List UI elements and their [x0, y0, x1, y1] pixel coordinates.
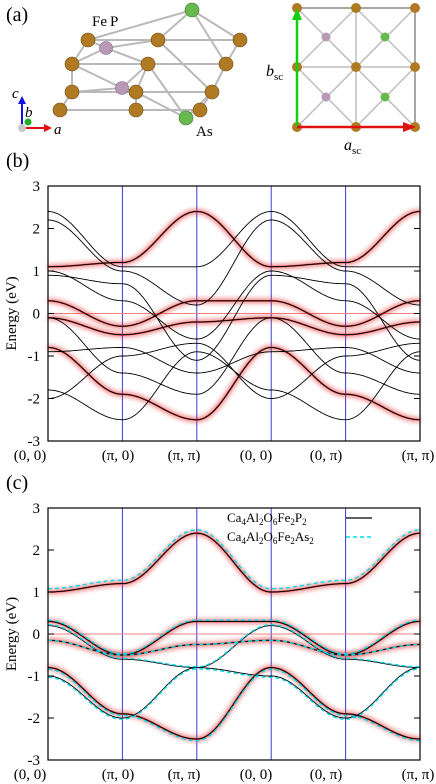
band-line — [48, 342, 420, 399]
y-tick-label: 2 — [33, 543, 41, 559]
fe-atom — [410, 62, 420, 72]
y-tick-label: 0 — [33, 307, 41, 323]
y-tick-label: 0 — [33, 627, 41, 643]
band-line — [48, 317, 420, 336]
axis-triad: c b a — [12, 86, 62, 138]
fe-atom — [232, 32, 248, 48]
y-tick-label: 3 — [33, 179, 41, 195]
fe-atom — [140, 56, 156, 72]
crystal-atoms — [52, 2, 248, 126]
y-axis-label: Energy (eV) — [4, 276, 20, 350]
axis-a-label: a — [54, 122, 62, 138]
legend-entry-as2: Ca4Al2O6Fe2As2 — [227, 529, 314, 546]
y-tick-label: -3 — [28, 434, 41, 450]
fe-atom — [128, 102, 144, 118]
p-atom — [321, 92, 331, 102]
x-tick-label: (0, π) — [310, 767, 343, 783]
panel-label-c: (c) — [6, 472, 29, 494]
a-sc-label: asc — [344, 137, 361, 157]
band-line — [48, 211, 420, 268]
x-tick-label: (π, π) — [402, 767, 435, 783]
band-line — [48, 270, 420, 340]
supercell: bsc asc — [266, 3, 420, 157]
p-atom — [321, 32, 331, 42]
fe-atom — [410, 3, 420, 13]
fe-atom — [80, 32, 96, 48]
y-tick-label: 2 — [33, 222, 41, 238]
x-tick-label: (0, 0) — [240, 767, 273, 783]
panel-label-b: (b) — [6, 150, 30, 172]
panel-label-a: (a) — [6, 4, 29, 26]
x-tick-label: (0, 0) — [240, 448, 273, 464]
y-tick-label: 3 — [33, 501, 41, 517]
band-line — [48, 667, 420, 719]
y-tick-label: -1 — [28, 669, 41, 685]
atom-label-p: P — [110, 14, 118, 30]
x-tick-label: (0, π) — [310, 448, 343, 464]
band-line-as2 — [48, 624, 420, 668]
band-line — [48, 620, 420, 656]
band-line — [48, 317, 421, 395]
as-atom — [380, 32, 390, 42]
x-tick-label: (0, 0) — [14, 448, 47, 464]
x-tick-label: (0, 0) — [14, 767, 47, 783]
fe-atom — [150, 32, 166, 48]
band-line — [48, 347, 421, 421]
b-sc-label: bsc — [266, 63, 283, 83]
x-tick-label: (π, π) — [168, 767, 201, 783]
y-tick-label: 1 — [33, 264, 41, 280]
y-tick-label: -3 — [28, 753, 41, 769]
legend-entry-p2: Ca4Al2O6Fe2P2 — [227, 510, 307, 527]
x-tick-label: (π, π) — [168, 448, 201, 464]
band-line — [47, 347, 420, 374]
x-tick-label: (π, 0) — [102, 448, 135, 464]
fe-atom — [351, 3, 361, 13]
y-tick-label: -1 — [28, 349, 41, 365]
y-tick-label: 1 — [33, 585, 41, 601]
band-line-as2 — [48, 639, 420, 656]
band-line — [48, 300, 420, 327]
band-line-as2 — [48, 529, 421, 590]
axis-b-label: b — [25, 105, 33, 121]
axis-c-label: c — [12, 86, 19, 102]
p-atom — [99, 41, 113, 55]
fe-atom — [351, 62, 361, 72]
atom-label-as: As — [196, 124, 213, 140]
band-line-as2 — [48, 668, 420, 721]
panel-a: Fe P As c b a — [12, 2, 420, 157]
legend: Ca4Al2O6Fe2P2 Ca4Al2O6Fe2As2 — [227, 510, 372, 546]
x-tick-label: (π, 0) — [102, 767, 135, 783]
as-atom — [178, 110, 194, 126]
band-line — [48, 274, 421, 361]
fe-atom — [52, 102, 68, 118]
band-line-as2 — [47, 619, 421, 655]
fe-atom — [64, 84, 80, 100]
atom-label-fe: Fe — [92, 14, 107, 30]
fe-atom — [128, 84, 144, 100]
fe-atom — [204, 84, 220, 100]
band-line-as2 — [48, 668, 420, 742]
y-tick-label: -2 — [28, 711, 41, 727]
p-atom — [115, 81, 129, 95]
y-axis-label: Energy (eV) — [4, 597, 20, 671]
fe-atom — [192, 102, 208, 118]
band-line — [48, 532, 420, 593]
as-atom — [184, 2, 200, 18]
y-tick-label: -2 — [28, 392, 41, 408]
fe-atom — [64, 56, 80, 72]
fe-atom — [218, 56, 234, 72]
x-tick-label: (π, π) — [402, 448, 435, 464]
band-line — [48, 219, 420, 306]
band-line — [48, 625, 420, 669]
as-atom — [380, 92, 390, 102]
band-line — [48, 667, 420, 740]
